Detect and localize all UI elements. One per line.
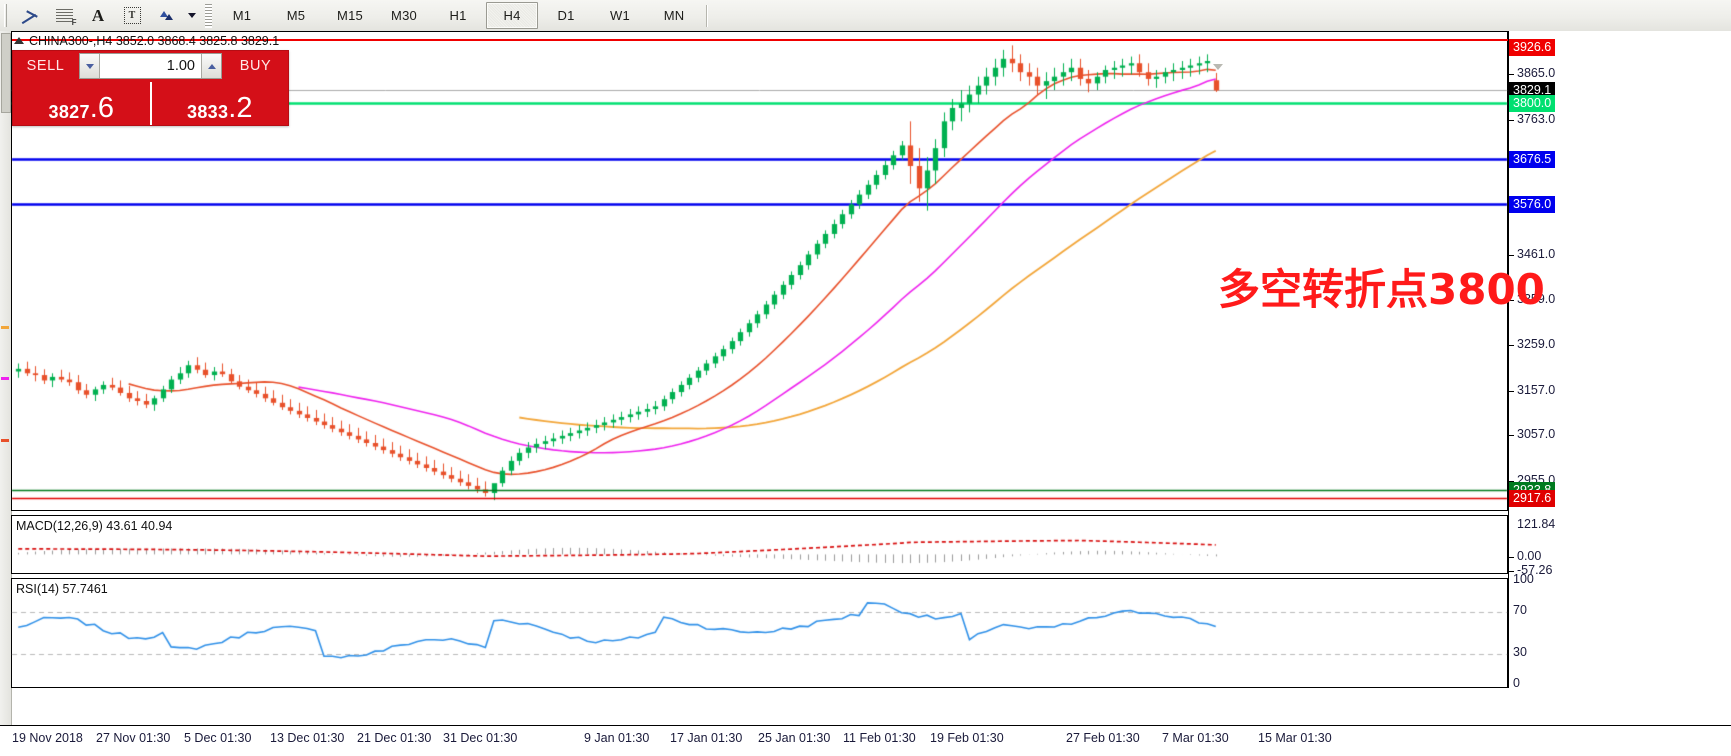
- time-axis-label: 27 Feb 01:30: [1066, 731, 1140, 745]
- timeframe-h4[interactable]: H4: [486, 2, 538, 29]
- timeframe-mn[interactable]: MN: [663, 8, 685, 23]
- time-axis-label: 11 Feb 01:30: [843, 731, 916, 745]
- timeframe-h1[interactable]: H1: [449, 8, 467, 23]
- shapes-icon[interactable]: [150, 3, 182, 29]
- price-tick-label: 3057.0: [1517, 427, 1556, 442]
- price-tick-mark: [1509, 254, 1514, 256]
- time-axis-label: 21 Dec 01:30: [357, 731, 432, 745]
- volume-value[interactable]: 1.00: [166, 58, 195, 74]
- price-tick-label: 3157.0: [1517, 382, 1556, 397]
- sell-price-integer: 3827: [48, 102, 90, 122]
- time-axis-label: 15 Mar 01:30: [1258, 731, 1332, 745]
- sell-button[interactable]: SELL: [26, 58, 65, 74]
- indicators-icon[interactable]: [14, 3, 46, 29]
- timeframe-d1[interactable]: D1: [557, 8, 575, 23]
- macd-axis-label: 121.84: [1517, 517, 1556, 531]
- one-click-trading-panel[interactable]: SELL 1.00 BUY 3827.6 3833.2: [12, 50, 289, 126]
- volume-increase-icon[interactable]: [201, 54, 221, 78]
- rsi-axis-label: 30: [1513, 644, 1527, 659]
- top-red-level-line: [12, 39, 1508, 41]
- subpanel-axis-line: [1508, 515, 1509, 574]
- toolbar-end-separator: [706, 4, 708, 27]
- timeframe-m30[interactable]: M30: [391, 8, 417, 23]
- volume-stepper[interactable]: 1.00: [79, 53, 222, 79]
- time-axis-label: 7 Mar 01:30: [1162, 731, 1229, 745]
- macd-tick-mark: [1509, 571, 1514, 572]
- price-tick-label: 3259.0: [1517, 337, 1556, 352]
- macd-tick-mark: [1509, 557, 1514, 558]
- volume-decrease-icon[interactable]: [80, 54, 100, 78]
- price-marker-level[interactable]: 3576.0: [1509, 195, 1556, 213]
- rsi-label: RSI(14) 57.7461: [16, 582, 108, 596]
- price-axis[interactable]: 3865.03763.03663.03561.03461.03359.03259…: [1509, 31, 1731, 688]
- time-axis[interactable]: 19 Nov 2018 27 Nov 01:30 5 Dec 01:30 13 Dec…: [0, 725, 1731, 756]
- macd-label: MACD(12,26,9) 43.61 40.94: [16, 519, 173, 533]
- price-axis-line: [1508, 31, 1509, 688]
- chart-canvas[interactable]: [0, 31, 1731, 756]
- text-box-t-icon[interactable]: T: [116, 3, 148, 29]
- rsi-axis-label: 70: [1513, 603, 1527, 618]
- collapse-triangle-icon[interactable]: [14, 37, 24, 44]
- price-divider: [149, 82, 152, 125]
- macd-axis-label: -57.26: [1517, 563, 1553, 577]
- time-axis-label: 31 Dec 01:30: [443, 731, 518, 745]
- price-tick-mark: [1509, 300, 1514, 302]
- buy-price[interactable]: 3833.2: [152, 81, 289, 125]
- price-tick-mark: [1509, 345, 1514, 347]
- sell-price-decimal: .6: [89, 92, 114, 125]
- text-a-icon[interactable]: A: [91, 5, 105, 25]
- timeframe-m15[interactable]: M15: [337, 8, 363, 23]
- price-tick-label: 3461.0: [1517, 246, 1556, 261]
- price-tick-label: 3763.0: [1517, 112, 1556, 126]
- toolbar-grip[interactable]: [2, 4, 11, 27]
- timeframe-m1[interactable]: M1: [232, 8, 252, 23]
- buy-price-decimal: .2: [228, 92, 253, 125]
- rsi-axis-label: 100: [1513, 572, 1534, 586]
- time-axis-label: 9 Jan 01:30: [584, 731, 650, 745]
- price-tick-mark: [1509, 120, 1514, 121]
- chart-annotation-text[interactable]: 多空转折点3800: [1218, 265, 1545, 314]
- timeframe-w1[interactable]: W1: [610, 8, 630, 23]
- price-marker-level[interactable]: 3676.5: [1509, 150, 1556, 168]
- sell-price[interactable]: 3827.6: [13, 81, 150, 125]
- time-axis-label: 19 Nov 2018: [12, 731, 83, 745]
- chart-scroll-nub-icon[interactable]: [1213, 64, 1224, 70]
- timeframe-m5[interactable]: M5: [286, 8, 306, 23]
- price-tick-mark: [1509, 480, 1514, 482]
- buy-button[interactable]: BUY: [239, 58, 272, 74]
- price-tick-label: 3359.0: [1517, 292, 1556, 307]
- buy-price-integer: 3833: [187, 102, 229, 122]
- chart-symbol-header: CHINA300-,H4 3852.0 3868.4 3825.8 3829.1: [14, 34, 279, 48]
- price-tick-mark: [1509, 74, 1514, 76]
- main-toolbar: A T M1 M5 M15 M30 H1 H4 D1 W1 MN: [0, 0, 1731, 32]
- chart-area[interactable]: CHINA300-,H4 3852.0 3868.4 3825.8 3829.1…: [0, 31, 1731, 756]
- time-axis-label: 5 Dec 01:30: [184, 731, 252, 745]
- price-marker-ask[interactable]: 2917.6: [1509, 489, 1556, 507]
- time-axis-label: 13 Dec 01:30: [270, 731, 345, 745]
- toolbar-separator: [205, 3, 212, 28]
- price-tick-label: 3865.0: [1517, 66, 1556, 81]
- subpanel-axis-line: [1508, 578, 1509, 688]
- price-tick-mark: [1509, 390, 1514, 392]
- price-marker-support[interactable]: 3800.0: [1509, 95, 1556, 113]
- rsi-axis-label: 0: [1513, 676, 1520, 690]
- shapes-dropdown-caret-icon[interactable]: [184, 3, 200, 29]
- price-tick-mark: [1509, 435, 1514, 437]
- time-axis-label: 27 Nov 01:30: [96, 731, 171, 745]
- macd-axis-label: 0.00: [1517, 549, 1542, 563]
- price-marker-last-price[interactable]: 3829.1: [1509, 82, 1556, 100]
- price-marker-resistance[interactable]: 3926.6: [1509, 38, 1556, 56]
- time-axis-label: 25 Jan 01:30: [758, 731, 831, 745]
- time-axis-label: 17 Jan 01:30: [670, 731, 743, 745]
- time-axis-label: 19 Feb 01:30: [930, 731, 1004, 745]
- grid-f-icon[interactable]: [48, 3, 80, 29]
